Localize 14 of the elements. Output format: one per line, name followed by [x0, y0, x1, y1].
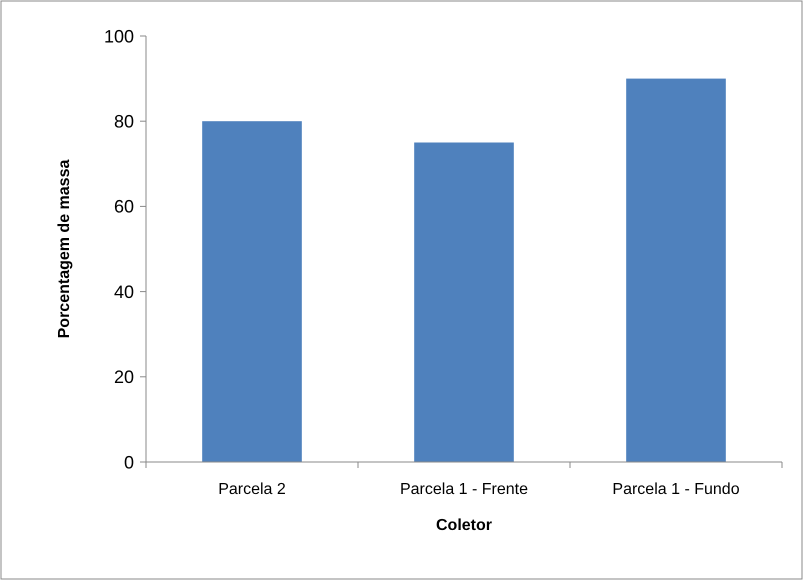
bar	[626, 78, 726, 462]
x-axis-title: Coletor	[436, 517, 492, 534]
y-tick-label: 100	[104, 26, 134, 46]
x-tick-label: Parcela 1 - Frente	[400, 481, 528, 498]
y-tick-label: 40	[114, 282, 134, 302]
y-tick-label: 60	[114, 196, 134, 217]
y-tick-label: 20	[114, 367, 134, 388]
x-tick-label: Parcela 1 - Fundo	[612, 481, 740, 498]
y-tick-label: 0	[124, 452, 134, 472]
y-axis-title: Porcentagem de massa	[56, 160, 73, 338]
y-tick-label: 80	[114, 112, 134, 132]
bar	[202, 121, 302, 462]
bar	[414, 142, 514, 462]
x-tick-label: Parcela 2	[218, 481, 286, 498]
